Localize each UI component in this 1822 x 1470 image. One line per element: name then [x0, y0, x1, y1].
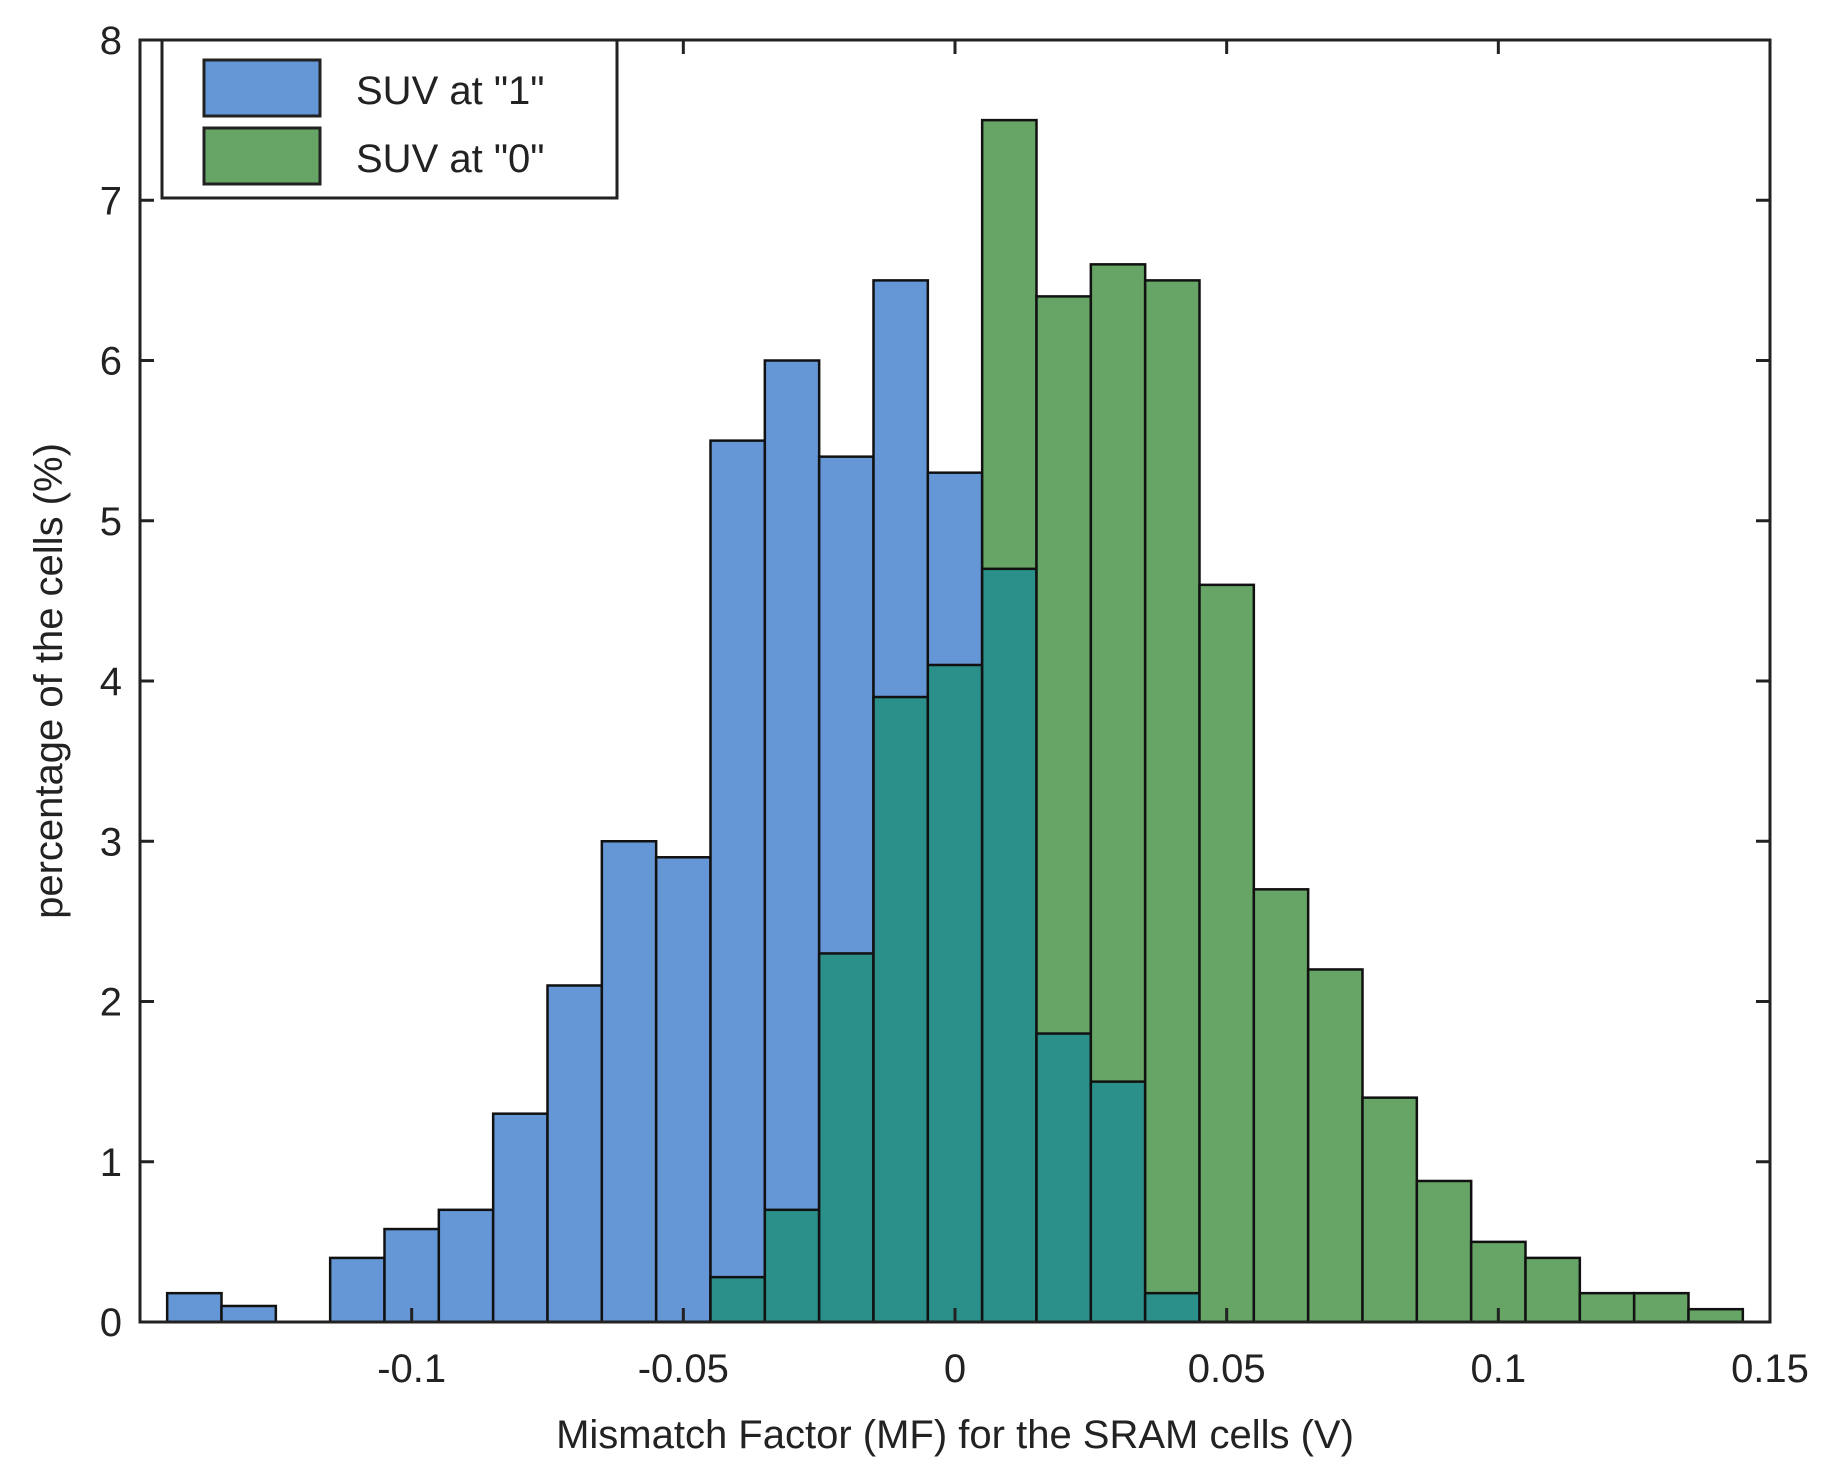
- bar-suv-0-27: [1632, 1291, 1690, 1324]
- x-axis-title: Mismatch Factor (MF) for the SRAM cells …: [556, 1413, 1354, 1457]
- bar-suv-1-1: [220, 1304, 278, 1324]
- bar-suv-1-9: [654, 856, 712, 1324]
- x-tick-label-0: -0.1: [377, 1347, 446, 1391]
- legend: SUV at "1" SUV at "0": [160, 38, 619, 200]
- legend-swatch-suv-0: [202, 126, 322, 186]
- bar-overlap-16: [1035, 1032, 1093, 1324]
- bar-suv-1-11: [763, 359, 821, 1324]
- bar-suv-0-28: [1687, 1307, 1745, 1324]
- tick-labels-layer: -0.1 -0.05 0 0.05 0.1 0.15 0 1 2 3 4 5 6 7 8: [100, 19, 1809, 1391]
- bars-layer: [165, 118, 1745, 1324]
- y-axis-title: percentage of the cells (%): [27, 443, 71, 919]
- bar-suv-0-20: [1252, 888, 1310, 1324]
- bar-overlap-13: [872, 695, 930, 1324]
- bar-overlap-10: [709, 1275, 767, 1324]
- y-tick-label-4: 4: [100, 660, 122, 704]
- bar-overlap-14: [926, 663, 984, 1324]
- bar-suv-1-6: [491, 1112, 549, 1324]
- bar-suv-1-3: [328, 1256, 386, 1324]
- y-tick-label-2: 2: [100, 981, 122, 1025]
- bar-suv-1-10: [709, 439, 767, 1324]
- bar-suv-0-21: [1306, 968, 1364, 1324]
- y-tick-label-0: 0: [100, 1301, 122, 1345]
- bar-overlap-18: [1143, 1291, 1201, 1324]
- y-tick-label-8: 8: [100, 19, 122, 63]
- x-tick-label-5: 0.15: [1731, 1347, 1809, 1391]
- bar-suv-1-8: [600, 840, 658, 1324]
- legend-label-suv-1: SUV at "1": [356, 69, 544, 113]
- bar-suv-0-26: [1578, 1291, 1636, 1324]
- bar-overlap-12: [817, 952, 875, 1324]
- y-tick-label-6: 6: [100, 340, 122, 384]
- bar-suv-0-18: [1143, 279, 1201, 1324]
- bar-suv-1-0: [165, 1291, 223, 1324]
- bar-overlap-17: [1089, 1080, 1147, 1324]
- bar-suv-0-25: [1524, 1256, 1582, 1324]
- legend-swatch-suv-1: [202, 58, 322, 118]
- bar-overlap-11: [763, 1208, 821, 1324]
- x-tick-label-1: -0.05: [638, 1347, 729, 1391]
- bar-overlap-15: [980, 567, 1038, 1324]
- x-tick-label-3: 0.05: [1188, 1347, 1266, 1391]
- y-tick-label-5: 5: [100, 500, 122, 544]
- y-tick-label-1: 1: [100, 1141, 122, 1185]
- bar-suv-1-5: [437, 1208, 495, 1324]
- x-tick-label-2: 0: [944, 1347, 966, 1391]
- bar-suv-1-7: [546, 984, 604, 1324]
- y-tick-label-7: 7: [100, 179, 122, 223]
- bar-suv-0-19: [1198, 583, 1256, 1324]
- x-tick-label-4: 0.1: [1471, 1347, 1527, 1391]
- legend-label-suv-0: SUV at "0": [356, 137, 544, 181]
- y-tick-label-3: 3: [100, 820, 122, 864]
- bar-suv-0-23: [1415, 1179, 1473, 1324]
- bar-suv-0-22: [1361, 1096, 1419, 1324]
